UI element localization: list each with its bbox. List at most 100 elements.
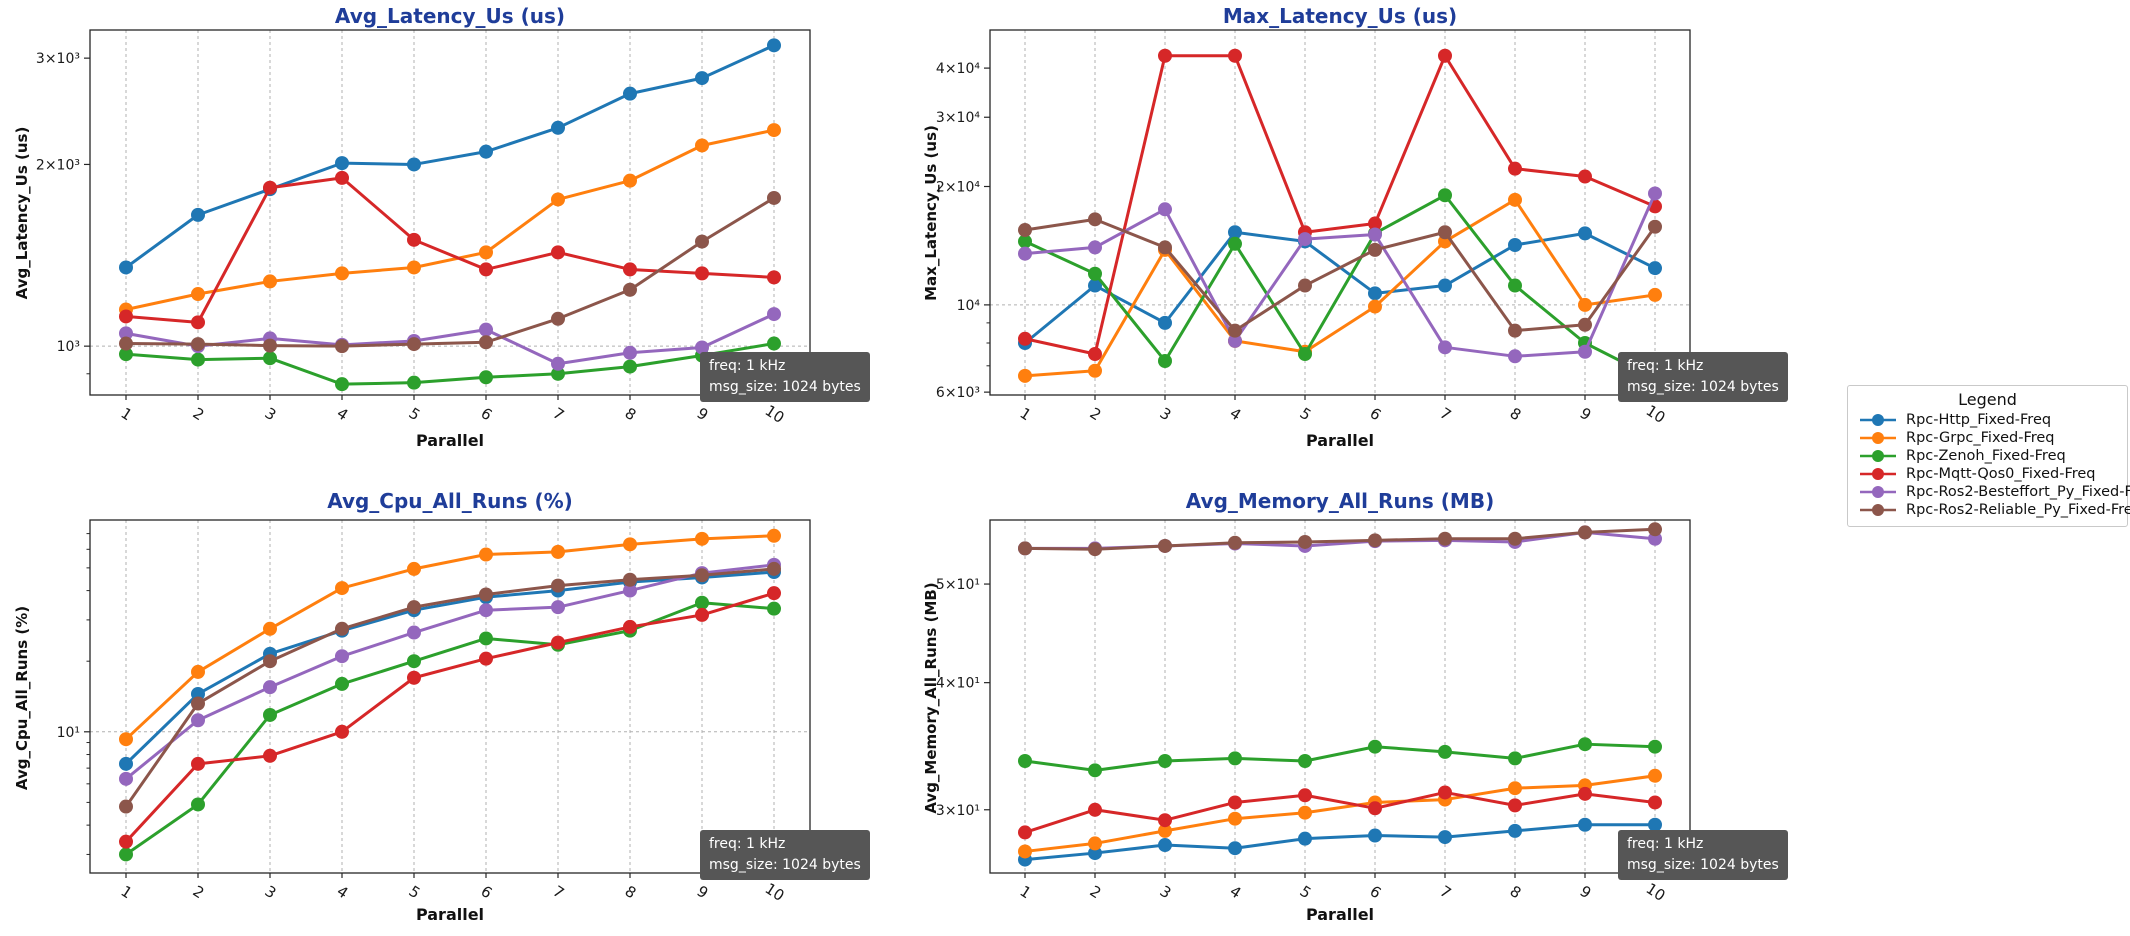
data-point-marker xyxy=(407,670,421,685)
y-tick-label: 10⁴ xyxy=(957,298,981,314)
data-point-marker xyxy=(1228,333,1242,348)
x-tick-label: 10 xyxy=(762,401,788,426)
x-tick-label: 2 xyxy=(1087,404,1105,424)
data-point-marker xyxy=(1088,266,1102,281)
data-point-marker xyxy=(1368,801,1382,816)
data-point-marker xyxy=(191,315,205,330)
x-tick-label: 9 xyxy=(694,404,712,424)
series-line xyxy=(124,534,775,741)
data-point-marker xyxy=(1648,817,1662,832)
annotation-freq: freq: 1 kHz xyxy=(709,358,786,374)
data-point-marker xyxy=(1578,226,1592,241)
data-point-marker xyxy=(1578,317,1592,332)
max-latency-plot: 1 2 3 4 5 6 7 8 9 10 6×10³ 10⁴ 2×10⁴ 3×10⁴ 4×10⁴ xyxy=(936,29,1691,427)
y-tick-label: 3×10⁴ xyxy=(936,110,980,126)
data-point-marker xyxy=(335,621,349,636)
data-point-marker xyxy=(263,680,277,695)
data-point-marker xyxy=(119,834,133,849)
x-tick-label: 8 xyxy=(1507,404,1525,424)
series-line xyxy=(125,342,775,386)
y-tick-label: 10¹ xyxy=(57,725,80,741)
data-point-marker xyxy=(623,86,637,101)
x-tick-label: 6 xyxy=(1367,404,1385,424)
y-tick-label: 3×10¹ xyxy=(936,803,980,819)
data-point-marker xyxy=(551,578,565,593)
legend-item: Rpc-Ros2-Besteffort_Py_Fixed-Freq xyxy=(1848,483,2130,501)
data-point-marker xyxy=(1298,534,1312,549)
legend-item: Rpc-Http_Fixed-Freq xyxy=(1848,411,2127,429)
data-point-marker xyxy=(1018,754,1032,769)
data-point-marker xyxy=(1438,531,1452,546)
data-point-marker xyxy=(767,528,781,543)
avg-cpu-plot: 1 2 3 4 5 6 7 8 9 10 10¹ xyxy=(57,519,811,905)
data-point-marker xyxy=(191,352,205,367)
series-line xyxy=(125,312,775,366)
legend-item-label: Rpc-Zenoh_Fixed-Freq xyxy=(1906,448,2066,464)
data-point-marker xyxy=(407,654,421,669)
legend-marker-icon xyxy=(1860,486,1896,498)
data-point-marker xyxy=(551,311,565,326)
data-point-marker xyxy=(551,356,565,371)
x-tick-label: 4 xyxy=(1227,882,1245,902)
data-point-marker xyxy=(263,748,277,763)
data-point-marker xyxy=(191,664,205,679)
annotation-msg-size: msg_size: 1024 bytes xyxy=(1627,379,1779,395)
data-point-marker xyxy=(1368,286,1382,301)
data-point-marker xyxy=(407,157,421,172)
data-point-marker xyxy=(1088,763,1102,778)
data-point-marker xyxy=(767,307,781,322)
annotation-box: freq: 1 kHz msg_size: 1024 bytes xyxy=(1618,830,1788,880)
data-point-marker xyxy=(1018,825,1032,840)
legend-marker-icon xyxy=(1860,504,1896,516)
x-tick-label: 3 xyxy=(262,882,280,902)
chart-title-avg-cpu: Avg_Cpu_All_Runs (%) xyxy=(327,489,573,513)
data-point-marker xyxy=(1158,838,1172,853)
data-point-marker xyxy=(623,173,637,188)
data-point-marker xyxy=(335,339,349,354)
y-tick-label: 2×10⁴ xyxy=(936,179,980,195)
annotation-msg-size: msg_size: 1024 bytes xyxy=(1627,857,1779,873)
data-point-marker xyxy=(1228,48,1242,63)
series-line xyxy=(1024,774,1656,853)
data-point-marker xyxy=(1018,234,1032,249)
data-point-marker xyxy=(551,120,565,135)
data-point-marker xyxy=(767,270,781,285)
data-point-marker xyxy=(479,547,493,562)
data-point-marker xyxy=(551,366,565,381)
data-point-marker xyxy=(1018,541,1032,556)
x-tick-label: 4 xyxy=(334,404,352,424)
legend-item-label: Rpc-Grpc_Fixed-Freq xyxy=(1906,430,2055,446)
data-point-marker xyxy=(1158,823,1172,838)
data-point-marker xyxy=(263,274,277,289)
data-point-marker xyxy=(335,266,349,281)
data-point-marker xyxy=(1228,751,1242,766)
data-point-marker xyxy=(335,170,349,185)
chart-title-max-latency: Max_Latency_Us (us) xyxy=(1222,4,1458,28)
data-point-marker xyxy=(1018,844,1032,859)
data-point-marker xyxy=(1648,768,1662,783)
x-tick-label: 4 xyxy=(1227,404,1245,424)
annotation-msg-size: msg_size: 1024 bytes xyxy=(709,379,861,395)
data-point-marker xyxy=(119,799,133,814)
data-point-marker xyxy=(695,266,709,281)
data-point-marker xyxy=(695,340,709,355)
data-point-marker xyxy=(1158,353,1172,368)
data-point-marker xyxy=(479,603,493,618)
legend-item-label: Rpc-Mqtt-Qos0_Fixed-Freq xyxy=(1906,466,2096,482)
data-point-marker xyxy=(335,649,349,664)
data-point-marker xyxy=(263,180,277,195)
data-point-marker xyxy=(1508,823,1522,838)
data-point-marker xyxy=(1508,161,1522,176)
data-point-marker xyxy=(407,561,421,576)
data-point-marker xyxy=(695,138,709,153)
data-point-marker xyxy=(623,572,637,587)
x-tick-label: 7 xyxy=(1437,404,1455,424)
data-point-marker xyxy=(335,581,349,596)
data-point-marker xyxy=(1298,805,1312,820)
series-line xyxy=(1024,790,1656,834)
x-tick-label: 5 xyxy=(406,404,424,424)
data-point-marker xyxy=(1088,363,1102,378)
data-point-marker xyxy=(1298,232,1312,247)
data-point-marker xyxy=(767,601,781,616)
data-point-marker xyxy=(1648,287,1662,302)
